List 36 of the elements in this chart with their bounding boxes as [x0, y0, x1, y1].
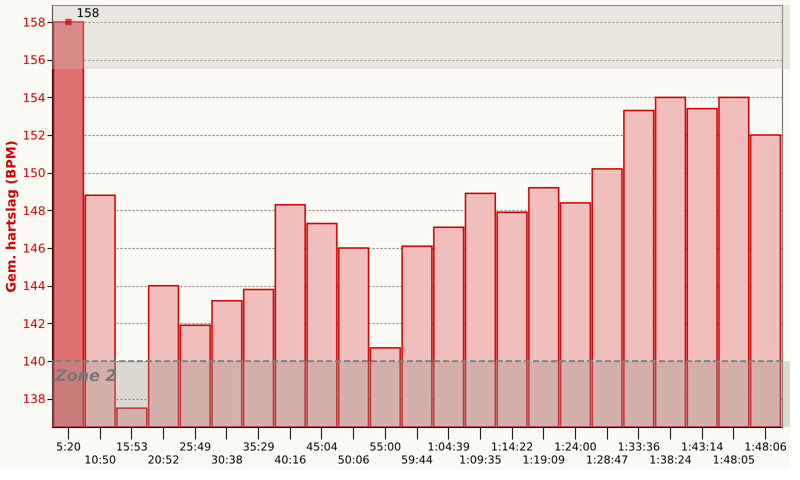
x-tick-label: 10:50	[84, 454, 116, 466]
x-tick-label: 15:53	[116, 440, 148, 454]
x-tick-label: 20:52	[148, 454, 180, 466]
y-tick-label: 158	[22, 15, 46, 30]
y-tick-label: 144	[22, 279, 46, 294]
y-axis-title: Gem. hartslag (BPM)	[4, 140, 20, 293]
x-tick-label: 1:14:22	[490, 440, 534, 454]
x-tick-label: 1:28:47	[586, 454, 628, 466]
x-tick-label: 1:48:05	[712, 454, 756, 466]
x-tick-label: 25:49	[179, 440, 212, 454]
y-tick-label: 146	[22, 242, 46, 256]
x-tick-label: 1:19:09	[522, 454, 565, 466]
x-tick-label: 1:33:36	[618, 440, 660, 454]
x-tick-label: 1:38:24	[649, 454, 692, 466]
y-tick-label: 138	[22, 392, 46, 406]
y-tick-label: 142	[22, 316, 46, 331]
y-tick-label: 150	[22, 166, 46, 180]
x-tick-label: 55:00	[369, 440, 402, 454]
annotation: 158	[76, 6, 100, 20]
x-tick-label: 59:44	[401, 454, 433, 466]
y-tick-label: 140	[22, 354, 46, 369]
y-tick-label: 152	[22, 128, 46, 142]
x-tick-label: 40:16	[274, 454, 306, 466]
y-tick-label: 156	[22, 53, 46, 68]
y-tick-label: 148	[22, 204, 46, 218]
x-tick-label: 1:48:06	[744, 440, 787, 454]
x-tick-label: 5:20	[56, 440, 81, 454]
x-tick-label: 50:06	[338, 454, 370, 466]
x-tick-label: 1:24:00	[554, 440, 597, 454]
x-tick-label: 30:38	[211, 454, 243, 466]
x-tick-label: 45:04	[306, 440, 338, 454]
x-tick-label: 1:09:35	[459, 454, 502, 466]
y-tick-label: 154	[22, 90, 46, 105]
x-tick-label: 1:04:39	[427, 440, 470, 454]
x-tick-label: 1:43:14	[680, 440, 724, 454]
x-tick-label: 35:29	[242, 440, 274, 454]
